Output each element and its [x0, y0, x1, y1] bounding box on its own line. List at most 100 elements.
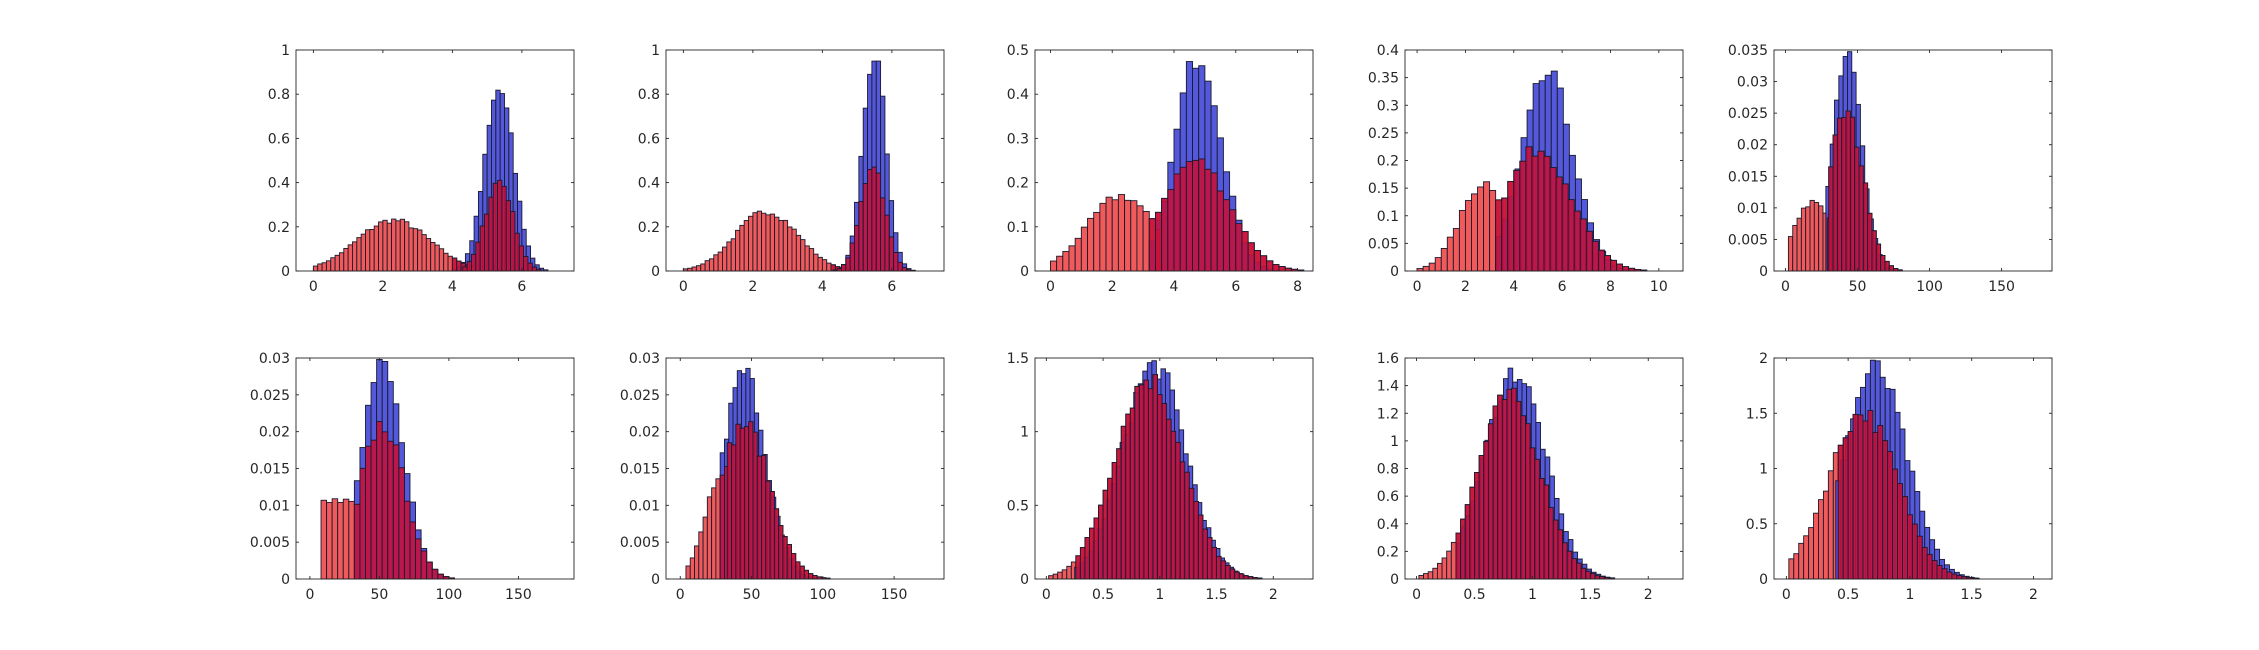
bar-red-s0-3 [337, 501, 344, 580]
bar-overlap-s1-2 [471, 253, 477, 272]
bar-red-s0-2 [1428, 262, 1436, 272]
bar-red-s0-3 [1432, 567, 1438, 580]
bar-red-s0-4 [1805, 206, 1811, 272]
bar-red-s0-7 [343, 247, 349, 272]
bar-red-s0-15 [748, 215, 754, 272]
bar-red-s0-29 [438, 248, 445, 272]
y-tick-label: 1 [1020, 425, 1029, 441]
bar-overlap-s1-1 [466, 261, 472, 272]
bar-overlap-s1-15 [791, 553, 797, 580]
bar-red-s0-28 [434, 244, 440, 272]
bar-overlap-s0-35 [1207, 537, 1213, 580]
bar-overlap-s1-16 [901, 267, 908, 272]
bar-overlap-s1-0 [1155, 211, 1163, 272]
bar-red-s0-26 [425, 238, 432, 272]
y-tick-label: 0.005 [620, 535, 660, 551]
bar-overlap-s0-41 [1234, 571, 1240, 580]
bar-overlap-s1-4 [479, 225, 485, 272]
bar-overlap-s1-9 [409, 521, 416, 580]
bar-overlap-s1-10 [1216, 190, 1224, 272]
y-tick-label: 0.4 [1377, 43, 1399, 59]
bar-overlap-s1-13 [431, 568, 439, 580]
bar-overlap-s1-11 [510, 211, 516, 272]
x-tick-label: 2 [1644, 587, 1653, 603]
bar-red-s0-17 [756, 210, 763, 272]
x-tick-label: 2 [378, 279, 387, 295]
x-tick-label: 100 [1916, 279, 1943, 295]
y-tick-label: 0 [1759, 572, 1768, 588]
bar-red-s0-24 [787, 226, 793, 272]
subplot-2: 0 2 4 6 0 0.2 0.4 0.6 0.8 1 [638, 43, 945, 295]
y-tick-label: 0.2 [1377, 544, 1399, 560]
bar-red-s0-2 [1427, 571, 1434, 580]
y-tick-label: 0.05 [1368, 236, 1399, 252]
bar-overlap-s0-37 [1589, 573, 1596, 580]
y-tick-label: 0.35 [1368, 71, 1399, 87]
bar-overlap-s1-12 [884, 214, 890, 272]
y-tick-label: 0.03 [1737, 75, 1768, 91]
bar-overlap-s1-1 [1507, 180, 1515, 272]
bar-overlap-s0-10 [1837, 444, 1844, 580]
bar-red-s0-27 [800, 239, 806, 272]
bar-red-s0-7 [1822, 490, 1829, 580]
bar-red-s0-1 [1056, 255, 1064, 272]
bar-red-s0-2 [691, 266, 697, 272]
bar-red-s0-4 [330, 257, 336, 272]
bar-overlap-s1-7 [492, 182, 498, 272]
bar-overlap-s1-4 [381, 431, 389, 580]
bar-red-s0-8 [347, 244, 353, 272]
y-tick-label: 1 [651, 43, 660, 59]
bar-overlap-s0-29 [1931, 560, 1938, 580]
bar-overlap-s0-24 [1529, 447, 1536, 580]
bar-overlap-s1-3 [475, 241, 481, 272]
bar-overlap-s0-19 [1882, 440, 1889, 580]
bar-overlap-s1-5 [854, 224, 860, 272]
y-tick-label: 0.15 [1368, 181, 1399, 197]
bar-overlap-s1-19 [1272, 264, 1280, 272]
bar-overlap-s0-21 [1143, 379, 1149, 580]
bar-overlap-s1-8 [1204, 168, 1212, 272]
bar-red-s0-7 [715, 478, 721, 580]
y-tick-label: 0.25 [1368, 126, 1399, 142]
bar-overlap-s1-3 [845, 257, 851, 272]
bar-red-s0-6 [1813, 202, 1820, 272]
bar-overlap-s0-23 [1525, 423, 1531, 580]
x-tick-label: 8 [1293, 279, 1302, 295]
y-tick-label: 0.01 [629, 498, 660, 514]
y-tick-label: 1.5 [1746, 406, 1768, 422]
bar-red-s0-2 [1062, 251, 1070, 272]
bar-overlap-s0-7 [1079, 547, 1086, 580]
bar-overlap-s1-10 [505, 200, 512, 272]
bar-overlap-s0-34 [1202, 528, 1208, 580]
y-tick-label: 0.4 [1007, 87, 1029, 103]
bar-overlap-s1-13 [888, 236, 895, 272]
y-tick-label: 0.6 [268, 131, 290, 147]
bar-red-s0-5 [1441, 557, 1448, 580]
bar-red-s0-1 [1052, 573, 1059, 580]
bar-overlap-s1-0 [1828, 166, 1834, 272]
bar-overlap-s0-11 [1469, 486, 1475, 580]
y-tick-label: 0.015 [620, 462, 660, 478]
subplot-7: 0 50 100 150 0 0.005 0.01 0.015 0.02 0.025 0.03 [620, 351, 945, 603]
bar-overlap-s0-38 [1220, 560, 1227, 580]
x-tick-label: 1 [1905, 587, 1914, 603]
bar-overlap-s1-5 [1531, 155, 1539, 272]
bar-overlap-s0-13 [1495, 199, 1503, 272]
bar-red-s0-1 [1792, 224, 1798, 272]
bar-overlap-s1-20 [812, 575, 818, 580]
y-tick-label: 0.005 [250, 535, 290, 551]
bar-overlap-s1-9 [765, 480, 771, 580]
y-tick-label: 0.02 [629, 425, 660, 441]
bar-overlap-s1-12 [1229, 209, 1237, 272]
bar-red-s0-10 [1477, 186, 1485, 272]
y-tick-label: 1.6 [1377, 351, 1399, 367]
bar-red-s0-15 [378, 221, 384, 272]
bar-overlap-s1-7 [1198, 158, 1206, 272]
bar-overlap-s0-26 [1166, 418, 1172, 580]
bar-red-s0-33 [826, 262, 832, 272]
bar-overlap-s0-35 [1580, 567, 1587, 580]
bar-overlap-s0-13 [1107, 477, 1113, 580]
bar-red-s0-31 [447, 255, 453, 272]
bar-overlap-s1-1 [365, 445, 372, 580]
bar-overlap-s0-9 [1089, 527, 1095, 580]
